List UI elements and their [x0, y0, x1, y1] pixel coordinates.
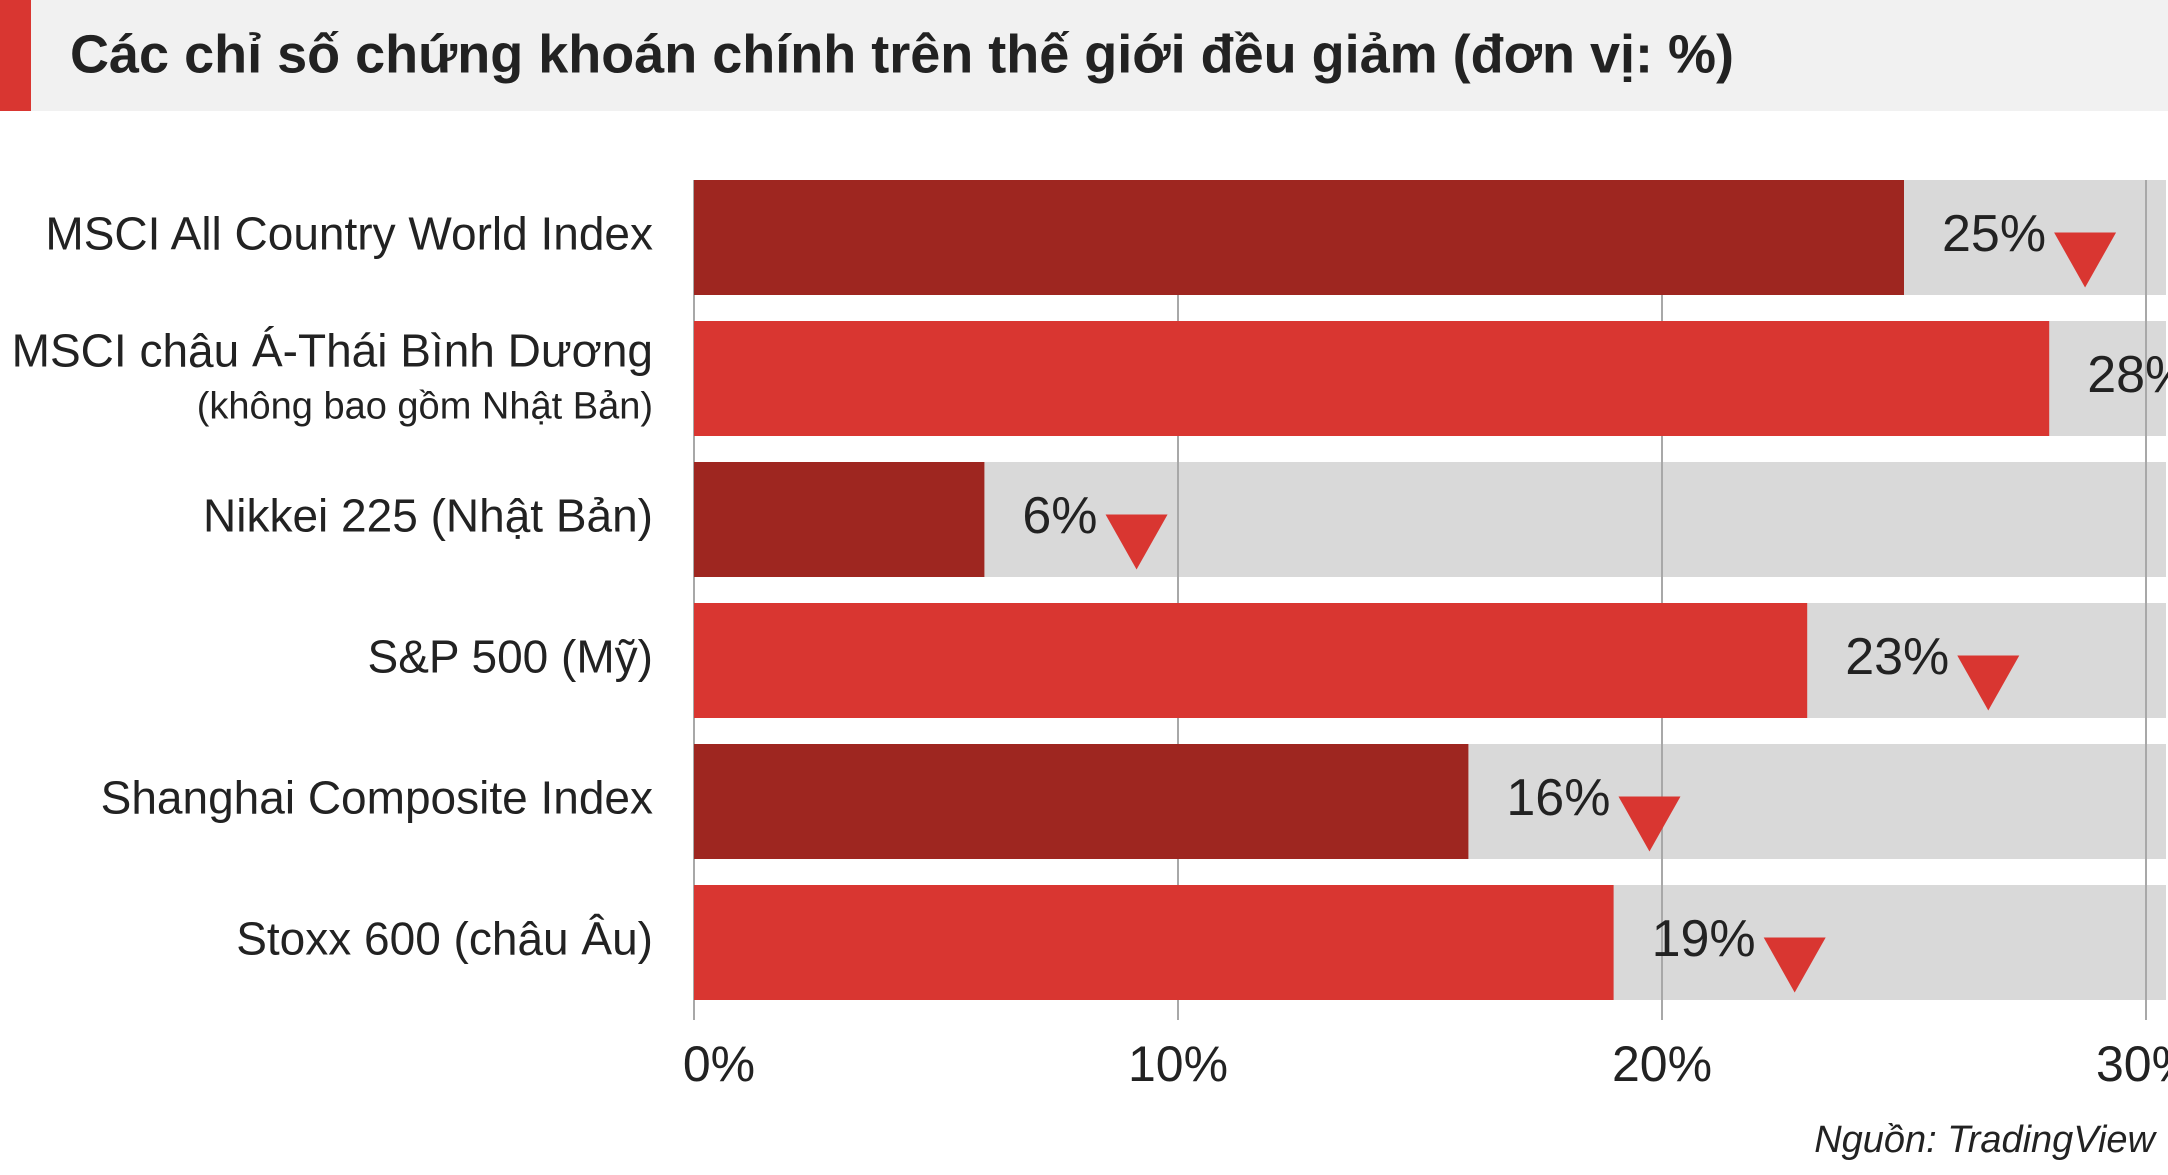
y-tick-sublabel: (không bao gồm Nhật Bản)	[197, 386, 653, 428]
bar	[694, 462, 985, 577]
title-marker	[0, 0, 31, 111]
bar	[694, 744, 1469, 859]
down-arrow	[1618, 796, 1681, 852]
bar	[694, 321, 2050, 436]
y-tick-label: Nikkei 225 (Nhật Bản)	[203, 490, 653, 542]
y-tick-label: S&P 500 (Mỹ)	[368, 631, 653, 683]
value-label: 23%	[1845, 628, 1949, 686]
value-label: 6%	[1022, 487, 1097, 545]
y-tick-label: Stoxx 600 (châu Âu)	[236, 913, 653, 965]
chart-title: Các chỉ số chứng khoán chính trên thế gi…	[70, 24, 1734, 84]
value-label: 28%	[2087, 346, 2168, 404]
bar	[694, 180, 1904, 295]
y-tick-label: MSCI All Country World Index	[45, 208, 653, 260]
bar	[694, 603, 1808, 718]
x-tick-label: 30%	[2096, 1036, 2168, 1092]
down-arrow	[2054, 232, 2117, 288]
bar	[694, 885, 1614, 1000]
title-band	[0, 0, 2168, 111]
source: Nguồn: TradingView	[1814, 1119, 2157, 1161]
down-arrow	[1957, 655, 2020, 711]
x-tick-label: 0%	[683, 1036, 755, 1092]
value-label: 19%	[1652, 910, 1756, 968]
down-arrow	[1105, 514, 1168, 570]
x-tick-label: 10%	[1128, 1036, 1228, 1092]
value-label: 25%	[1942, 205, 2046, 263]
y-tick-label: Shanghai Composite Index	[101, 772, 653, 824]
value-label: 16%	[1506, 769, 1610, 827]
y-tick-label: MSCI châu Á-Thái Bình Dương	[12, 325, 653, 377]
down-arrow	[1763, 937, 1826, 993]
x-tick-label: 20%	[1612, 1036, 1712, 1092]
